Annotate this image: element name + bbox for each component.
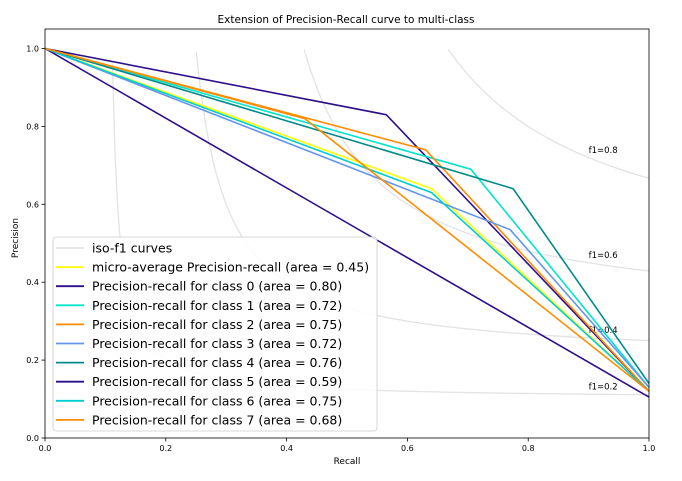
x-tick-label: 0.4 — [280, 444, 293, 453]
legend-entry-label: Precision-recall for class 5 (area = 0.5… — [92, 374, 342, 389]
series-line-2 — [44, 47, 650, 388]
legend: iso-f1 curves micro-average Precision-rec… — [52, 236, 378, 432]
series-line-1 — [44, 47, 650, 392]
iso-f1-curve-0.6 — [303, 49, 649, 272]
iso-f1-label: f1=0.6 — [589, 251, 618, 261]
legend-entry-label: Precision-recall for class 3 (area = 0.7… — [92, 336, 342, 351]
series-line-0 — [44, 47, 650, 392]
legend-entry-label: Precision-recall for class 7 (area = 0.6… — [92, 412, 342, 427]
x-tick-label: 1.0 — [643, 444, 656, 453]
x-axis: 0.0 0.2 0.4 0.6 0.8 1.0 — [39, 438, 656, 453]
legend-entry-label: Precision-recall for class 2 (area = 0.7… — [92, 317, 342, 332]
series-line-5 — [44, 47, 650, 384]
x-tick-label: 0.6 — [401, 444, 414, 453]
plot-area-frame — [44, 28, 650, 439]
series-line-8 — [44, 47, 650, 392]
y-tick-label: 0.8 — [26, 122, 39, 131]
y-tick-label: 0.0 — [26, 434, 39, 443]
y-tick-label: 0.4 — [26, 278, 39, 287]
iso-f1-curve-0.8 — [447, 48, 649, 179]
y-tick-label: 0.6 — [26, 200, 39, 209]
x-tick-label: 0.2 — [159, 444, 172, 453]
iso-f1-label: f1=0.8 — [589, 146, 618, 156]
series-line-6 — [44, 47, 650, 398]
y-axis: 0.0 0.2 0.4 0.6 0.8 1.0 — [26, 44, 45, 443]
chart-title: Extension of Precision-Recall curve to m… — [218, 14, 475, 26]
legend-box — [52, 236, 378, 432]
x-tick-label: 0.8 — [522, 444, 535, 453]
y-tick-label: 0.2 — [26, 356, 39, 365]
legend-entry-label: iso-f1 curves — [92, 241, 172, 256]
x-tick-label: 0.0 — [39, 444, 52, 453]
iso-f1-label: f1=0.2 — [589, 382, 618, 392]
legend-entry-label: micro-average Precision-recall (area = 0… — [92, 260, 369, 275]
x-axis-label: Recall — [334, 457, 361, 467]
series-lines — [44, 47, 650, 398]
series-line-4 — [44, 47, 650, 388]
legend-entry-label: Precision-recall for class 6 (area = 0.7… — [92, 393, 342, 408]
legend-entry-label: Precision-recall for class 0 (area = 0.8… — [92, 279, 342, 294]
legend-entry-label: Precision-recall for class 4 (area = 0.7… — [92, 355, 342, 370]
y-axis-label: Precision — [11, 218, 21, 258]
legend-entry-label: Precision-recall for class 1 (area = 0.7… — [92, 298, 342, 313]
series-line-7 — [44, 47, 650, 392]
y-tick-label: 1.0 — [26, 44, 39, 53]
